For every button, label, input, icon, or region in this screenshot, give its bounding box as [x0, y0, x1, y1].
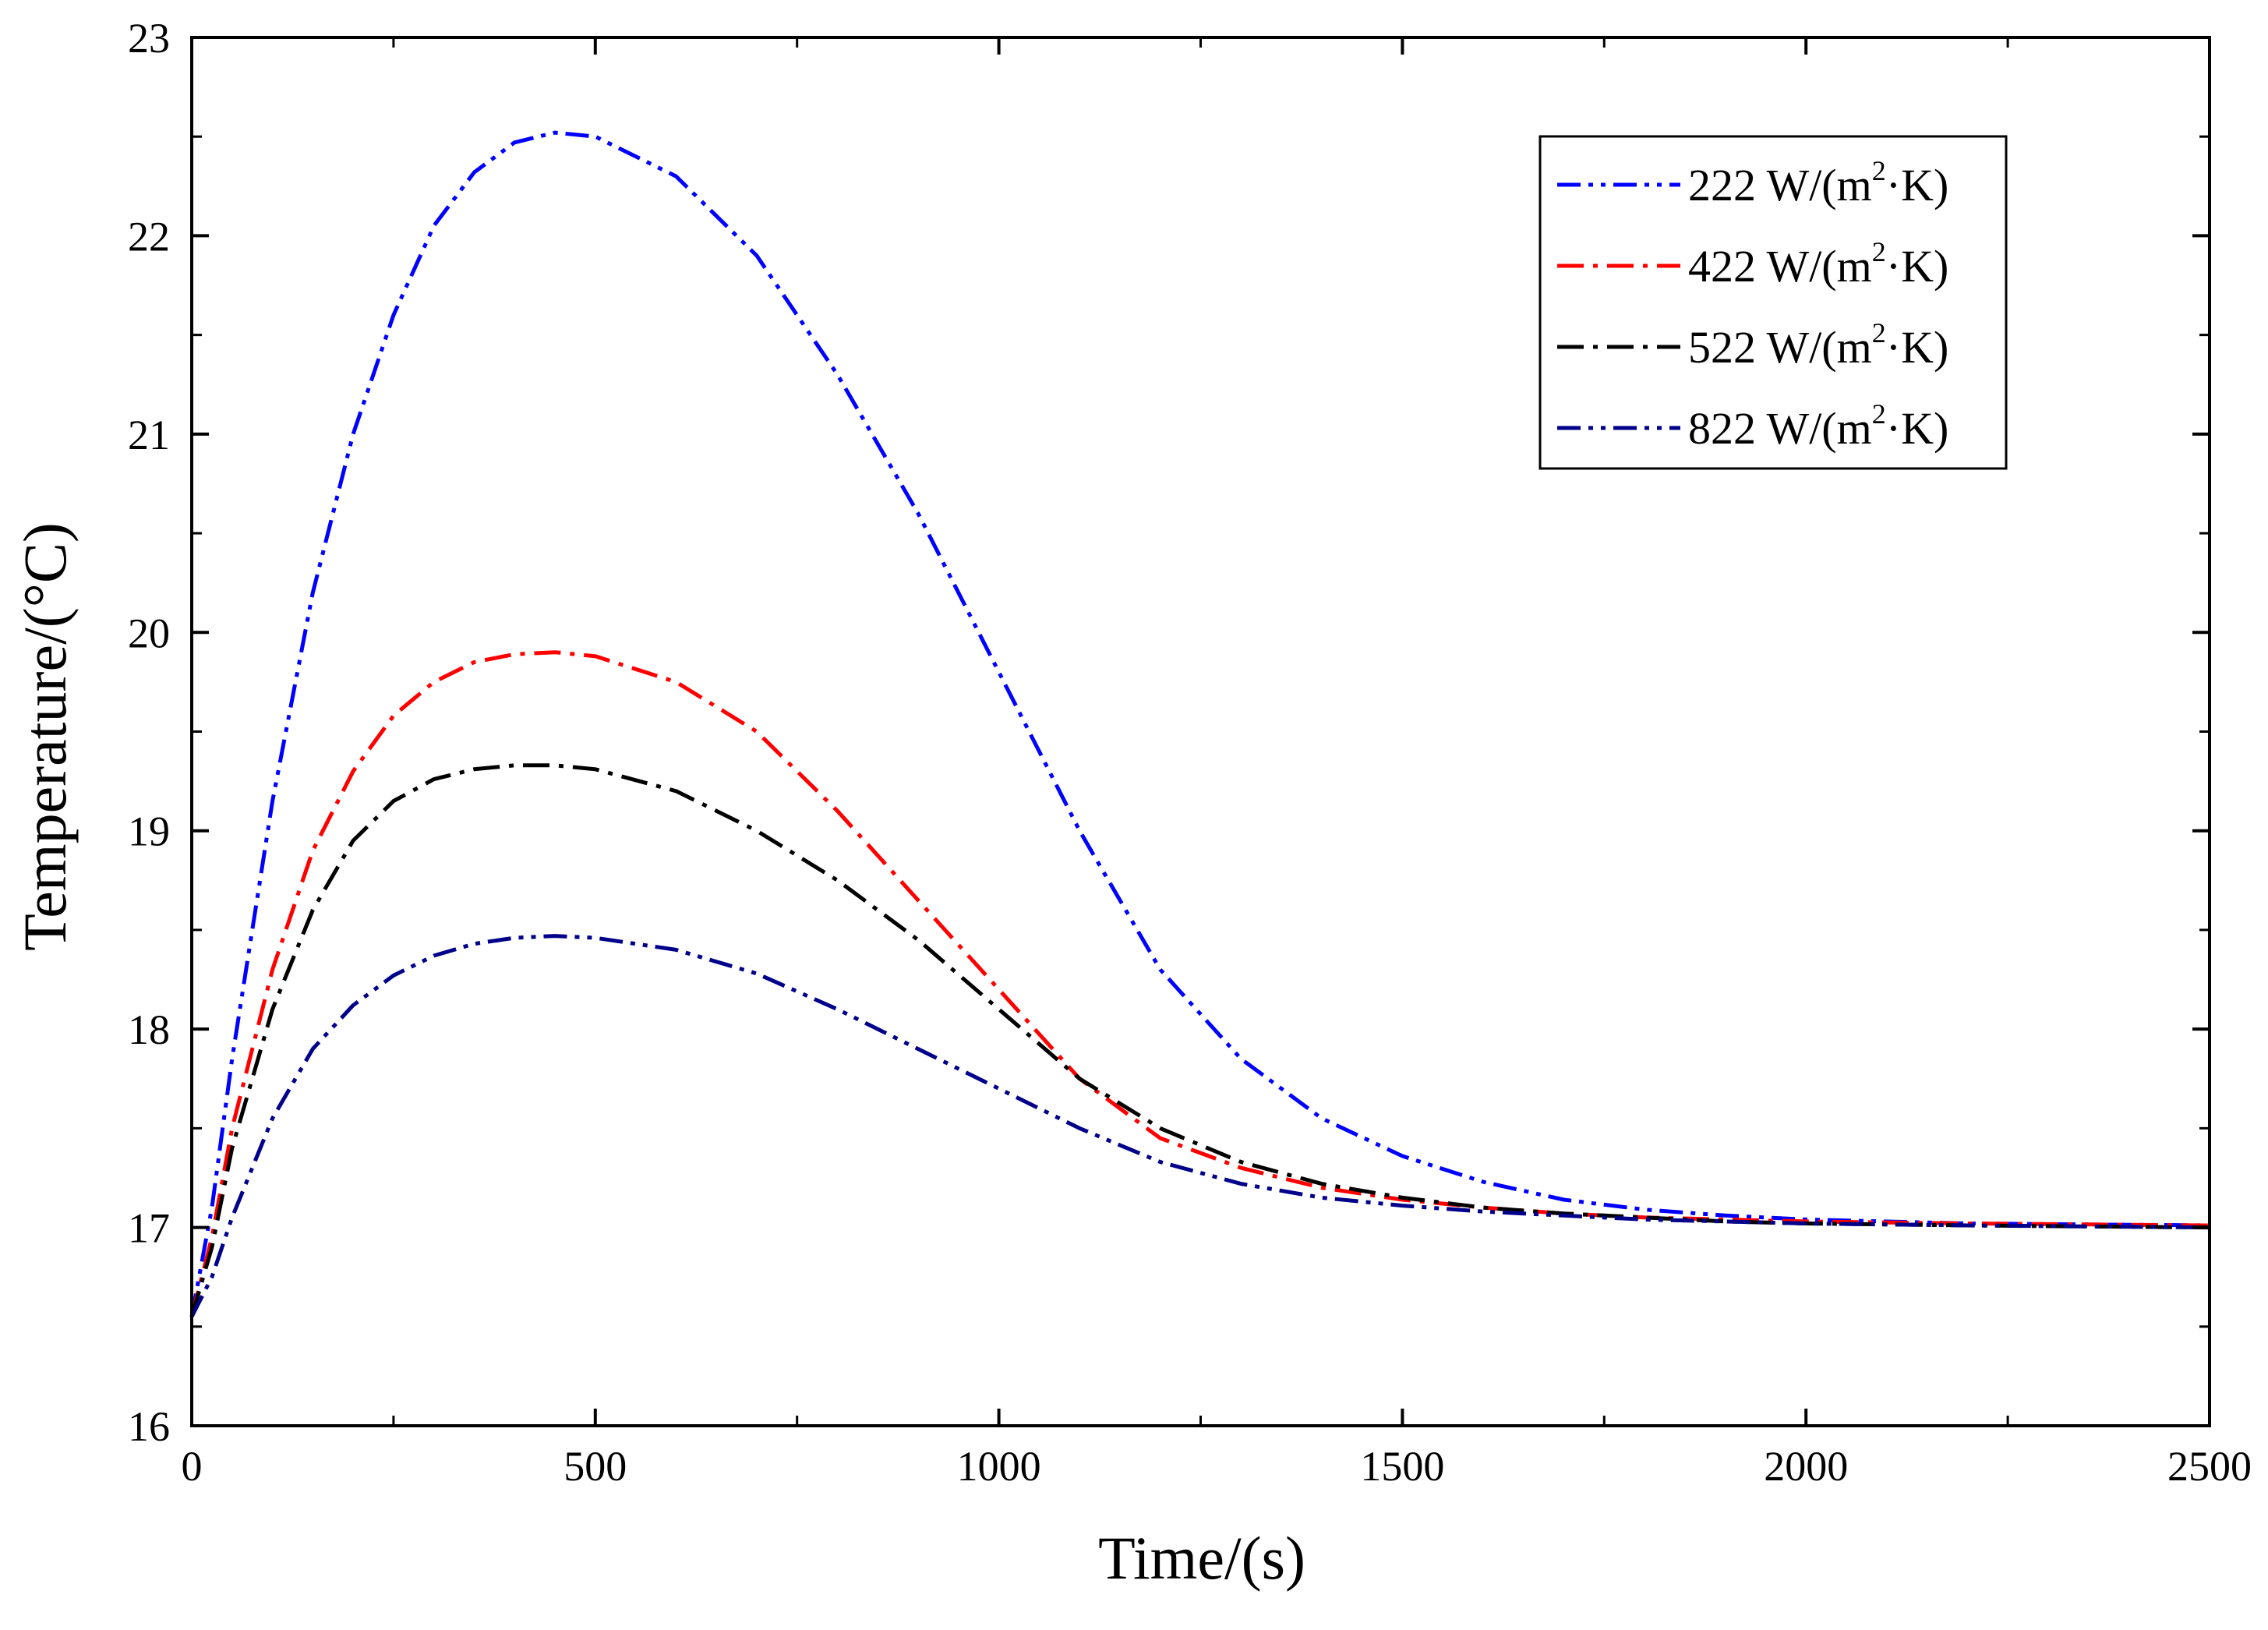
y-tick-label: 20 — [128, 610, 170, 656]
x-tick-label: 2500 — [2167, 1443, 2252, 1490]
line-chart: 0 500 1000 1500 2000 2500 16 17 18 19 20 21 22 23 Tim… — [0, 0, 2268, 1630]
legend-label: 522 W/(m2·K) — [1688, 317, 1948, 373]
y-tick-label: 19 — [128, 808, 170, 855]
legend-label: 222 W/(m2·K) — [1688, 155, 1948, 210]
x-tick-label: 1000 — [957, 1443, 1041, 1490]
y-tick-label: 16 — [128, 1403, 170, 1450]
x-tick-label: 1500 — [1360, 1443, 1444, 1490]
x-tick-label: 500 — [563, 1443, 627, 1490]
x-axis-title: Time/(s) — [1098, 1524, 1305, 1592]
legend-label: 822 W/(m2·K) — [1688, 398, 1948, 454]
y-tick-label: 18 — [128, 1006, 170, 1053]
legend: 222 W/(m2·K) 422 W/(m2·K) 522 W/(m2·K) 822 … — [1540, 136, 2006, 468]
y-tick-label: 23 — [128, 15, 170, 62]
x-tick-label: 2000 — [1764, 1443, 1848, 1490]
y-tick-label: 17 — [128, 1205, 170, 1252]
x-tick-label: 0 — [182, 1443, 203, 1490]
legend-label: 422 W/(m2·K) — [1688, 236, 1948, 292]
y-axis-title: Temperature/(°C) — [11, 522, 79, 951]
y-tick-label: 21 — [128, 412, 170, 458]
y-tick-label: 22 — [128, 213, 170, 260]
